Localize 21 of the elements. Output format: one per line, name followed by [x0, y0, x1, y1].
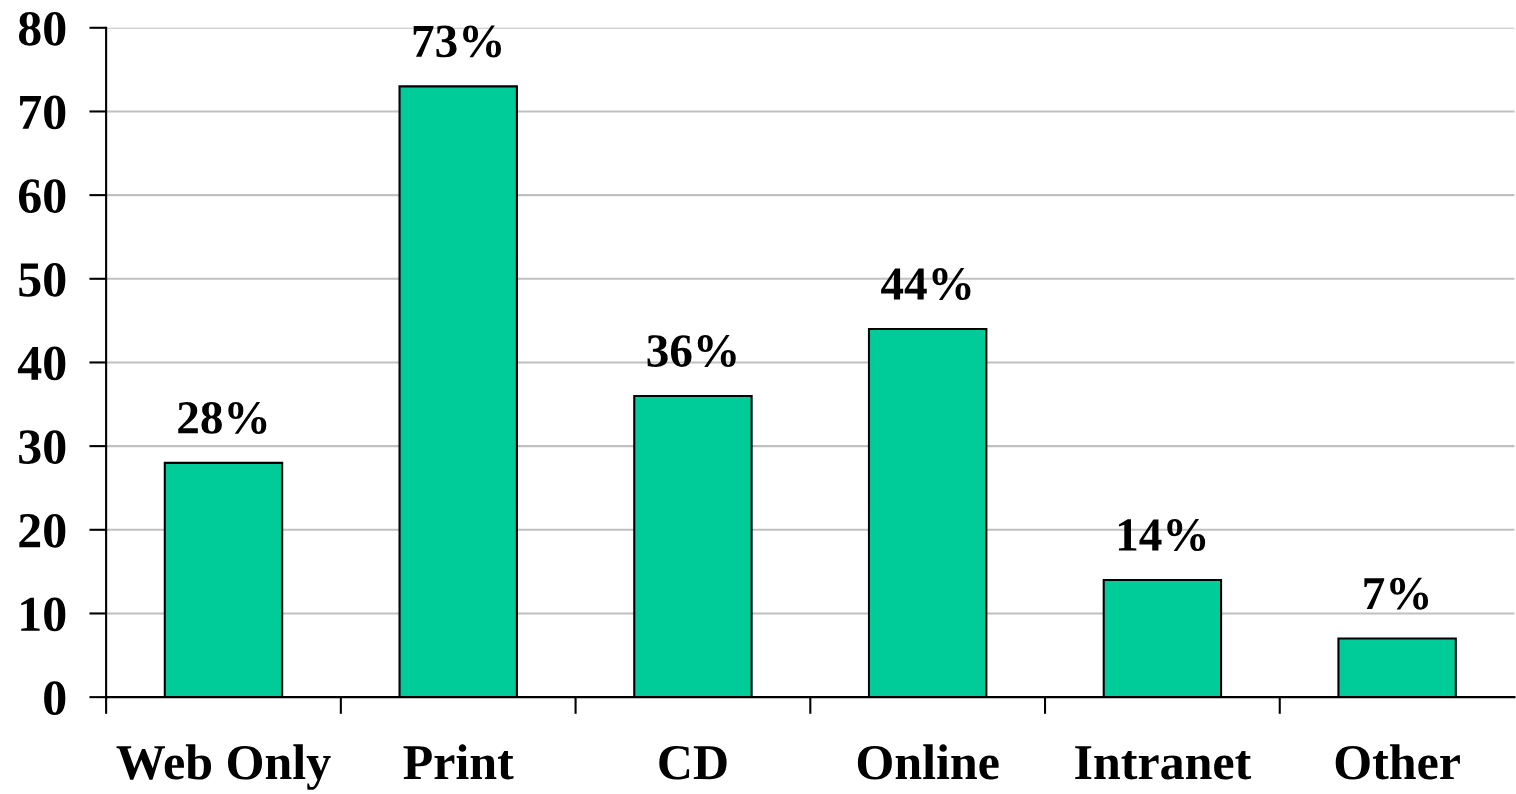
x-tick-label: Web Only	[116, 744, 331, 790]
y-tick-label: 30	[19, 430, 66, 464]
y-tick-label: 60	[18, 179, 66, 213]
y-tick-label: 50	[19, 262, 66, 297]
y-tick-label: 10	[21, 597, 66, 632]
data-label: 7%	[1364, 577, 1429, 610]
data-label: 44%	[881, 268, 971, 301]
x-tick-label: Other	[1335, 744, 1460, 780]
y-tick-label: 80	[18, 11, 66, 46]
x-tick-label: CD	[659, 745, 727, 780]
data-label: 36%	[647, 335, 736, 368]
x-tick-label: Print	[403, 744, 514, 780]
data-label: 73%	[413, 25, 502, 58]
y-tick-label: 40	[17, 346, 66, 381]
data-label: 28%	[178, 401, 267, 434]
y-tick-label: 20	[19, 513, 66, 548]
data-label: 14%	[1118, 519, 1206, 552]
y-tick-label: 70	[20, 95, 66, 130]
x-tick-label: Intranet	[1075, 746, 1252, 780]
x-tick-label: Online	[857, 744, 999, 780]
y-tick-label: 0	[44, 681, 66, 715]
